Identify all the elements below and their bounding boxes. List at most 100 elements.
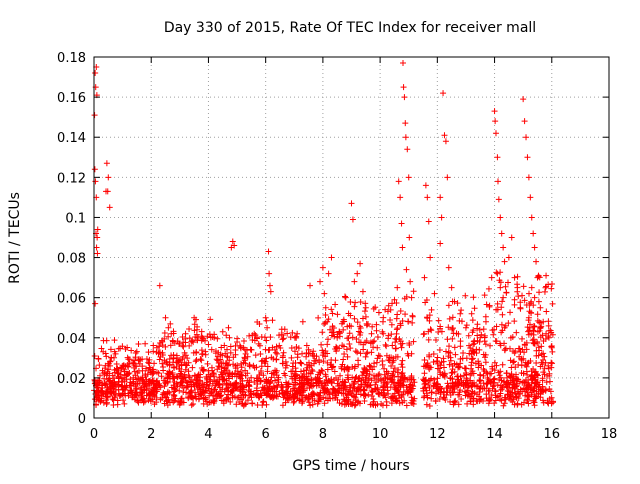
data-point — [189, 364, 196, 371]
data-point — [427, 326, 434, 333]
data-point — [363, 367, 370, 374]
data-point — [150, 342, 157, 349]
data-point — [431, 376, 438, 383]
data-point — [214, 335, 221, 342]
data-point — [529, 337, 536, 344]
data-point — [351, 380, 358, 387]
data-point — [382, 306, 389, 313]
data-point — [517, 349, 524, 356]
data-point — [405, 174, 412, 181]
data-point — [446, 315, 453, 322]
data-point — [321, 400, 328, 407]
data-point — [233, 379, 240, 386]
data-point — [200, 366, 207, 373]
data-point — [451, 382, 458, 389]
data-point — [519, 379, 526, 386]
data-point — [530, 302, 537, 309]
data-point — [426, 402, 433, 409]
data-point — [317, 278, 324, 285]
data-point — [524, 392, 531, 399]
data-point — [329, 323, 336, 330]
data-point — [400, 60, 406, 67]
data-point — [424, 194, 431, 201]
data-point — [549, 300, 556, 307]
data-point — [383, 352, 390, 359]
data-point — [400, 84, 407, 91]
data-point — [421, 393, 428, 400]
data-point — [101, 371, 108, 378]
data-point — [455, 330, 462, 337]
data-point — [508, 364, 515, 371]
data-point — [199, 384, 206, 391]
data-point — [524, 397, 531, 404]
data-point — [263, 376, 270, 383]
data-point — [405, 352, 412, 359]
data-point — [222, 364, 229, 371]
data-point — [159, 394, 166, 401]
data-point — [297, 359, 304, 366]
data-point — [333, 374, 340, 381]
data-point — [322, 312, 329, 319]
data-point — [314, 391, 321, 398]
data-point — [167, 320, 174, 327]
data-point — [492, 130, 499, 137]
data-point — [397, 308, 404, 315]
x-tick-label: 2 — [147, 427, 155, 442]
data-point — [534, 317, 541, 324]
data-point — [171, 385, 178, 392]
data-point — [402, 120, 409, 127]
data-point — [343, 386, 350, 393]
data-point — [247, 346, 254, 353]
data-point — [451, 360, 458, 367]
data-point — [209, 370, 216, 377]
data-point — [366, 382, 373, 389]
data-point — [238, 360, 245, 367]
data-point — [221, 342, 228, 349]
data-point — [195, 396, 202, 403]
data-point — [233, 401, 240, 408]
data-point — [183, 361, 190, 368]
data-point — [260, 398, 267, 405]
data-point — [470, 341, 477, 348]
data-point — [530, 397, 537, 404]
data-point — [362, 300, 369, 307]
x-axis-title: GPS time / hours — [292, 458, 409, 474]
data-point — [94, 250, 101, 257]
data-point — [213, 380, 220, 387]
data-point — [281, 370, 288, 377]
data-point — [146, 364, 153, 371]
data-point — [217, 351, 224, 358]
data-point — [408, 376, 415, 383]
data-point — [347, 400, 354, 407]
data-point — [390, 368, 397, 375]
data-point — [385, 332, 392, 339]
data-point — [303, 342, 310, 349]
data-point — [368, 392, 375, 399]
data-point — [524, 154, 531, 161]
data-point — [362, 313, 369, 320]
data-point — [463, 375, 470, 382]
data-point — [493, 323, 500, 330]
data-point — [351, 402, 358, 409]
data-point — [423, 401, 430, 408]
data-point — [542, 359, 549, 366]
data-point — [108, 390, 115, 397]
data-point — [92, 70, 99, 77]
data-point — [528, 284, 535, 291]
data-point — [288, 354, 295, 361]
data-point — [151, 401, 158, 408]
data-point — [518, 355, 525, 362]
data-point — [115, 374, 122, 381]
data-point — [349, 392, 356, 399]
data-point — [374, 384, 381, 391]
data-point — [322, 373, 329, 380]
data-point — [481, 292, 488, 299]
data-point — [494, 306, 501, 313]
data-point — [308, 376, 315, 383]
data-point — [146, 378, 153, 385]
data-point — [451, 344, 458, 351]
data-point — [331, 395, 338, 402]
data-point — [316, 357, 323, 364]
data-point — [521, 341, 528, 348]
data-point — [246, 361, 253, 368]
